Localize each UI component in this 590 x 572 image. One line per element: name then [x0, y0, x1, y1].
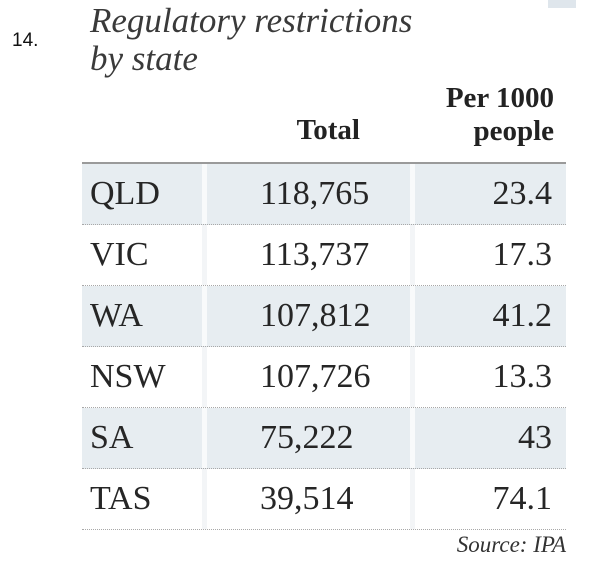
column-separator — [202, 286, 207, 346]
table-row: SA 75,222 43 — [82, 408, 566, 469]
column-header-total: Total — [296, 114, 360, 146]
column-separator — [410, 347, 415, 407]
table-row: WA 107,812 41.2 — [82, 286, 566, 347]
column-separator — [410, 469, 415, 529]
data-table: QLD 118,765 23.4 VIC 113,737 17.3 WA 107,812 41.… — [82, 162, 566, 530]
table-row: VIC 113,737 17.3 — [82, 225, 566, 286]
corner-decoration — [548, 0, 576, 8]
state-cell: QLD — [90, 175, 160, 212]
total-cell: 75,222 — [260, 419, 354, 456]
column-separator — [410, 408, 415, 468]
per-1000-cell: 43 — [518, 419, 552, 456]
question-number: 14. — [12, 30, 39, 51]
column-separator — [410, 286, 415, 346]
column-separator — [202, 225, 207, 285]
table-row: TAS 39,514 74.1 — [82, 469, 566, 530]
per-1000-cell: 23.4 — [492, 175, 553, 212]
column-header-per-1000: Per 1000 people — [445, 82, 554, 147]
state-cell: NSW — [90, 358, 166, 395]
total-cell: 118,765 — [260, 175, 370, 212]
total-cell: 107,726 — [260, 358, 371, 395]
column-separator — [410, 164, 415, 224]
state-cell: WA — [90, 297, 143, 334]
column-separator — [410, 225, 415, 285]
state-cell: VIC — [90, 236, 149, 273]
state-cell: TAS — [90, 480, 152, 517]
table-row: NSW 107,726 13.3 — [82, 347, 566, 408]
column-separator — [202, 347, 207, 407]
total-cell: 113,737 — [260, 236, 370, 273]
total-cell: 39,514 — [260, 480, 354, 517]
table-row: QLD 118,765 23.4 — [82, 164, 566, 225]
per-1000-cell: 13.3 — [492, 358, 553, 395]
per-1000-cell: 17.3 — [492, 236, 553, 273]
column-separator — [202, 408, 207, 468]
column-separator — [202, 469, 207, 529]
state-cell: SA — [90, 419, 134, 456]
total-cell: 107,812 — [260, 297, 371, 334]
per-1000-cell: 74.1 — [492, 480, 553, 517]
source-note: Source: IPA — [456, 532, 566, 557]
column-separator — [202, 164, 207, 224]
chart-title: Regulatory restrictions by state — [90, 1, 413, 78]
per-1000-cell: 41.2 — [492, 297, 553, 334]
